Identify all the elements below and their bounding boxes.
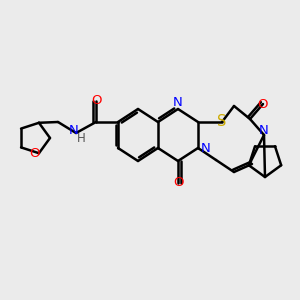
Text: N: N <box>259 124 269 137</box>
Text: H: H <box>76 131 85 145</box>
Text: O: O <box>91 94 101 107</box>
Text: O: O <box>173 176 183 190</box>
Text: N: N <box>173 95 183 109</box>
Text: N: N <box>201 142 211 154</box>
Text: O: O <box>258 98 268 110</box>
Text: N: N <box>69 124 79 137</box>
Text: S: S <box>217 115 227 130</box>
Text: O: O <box>30 147 40 160</box>
